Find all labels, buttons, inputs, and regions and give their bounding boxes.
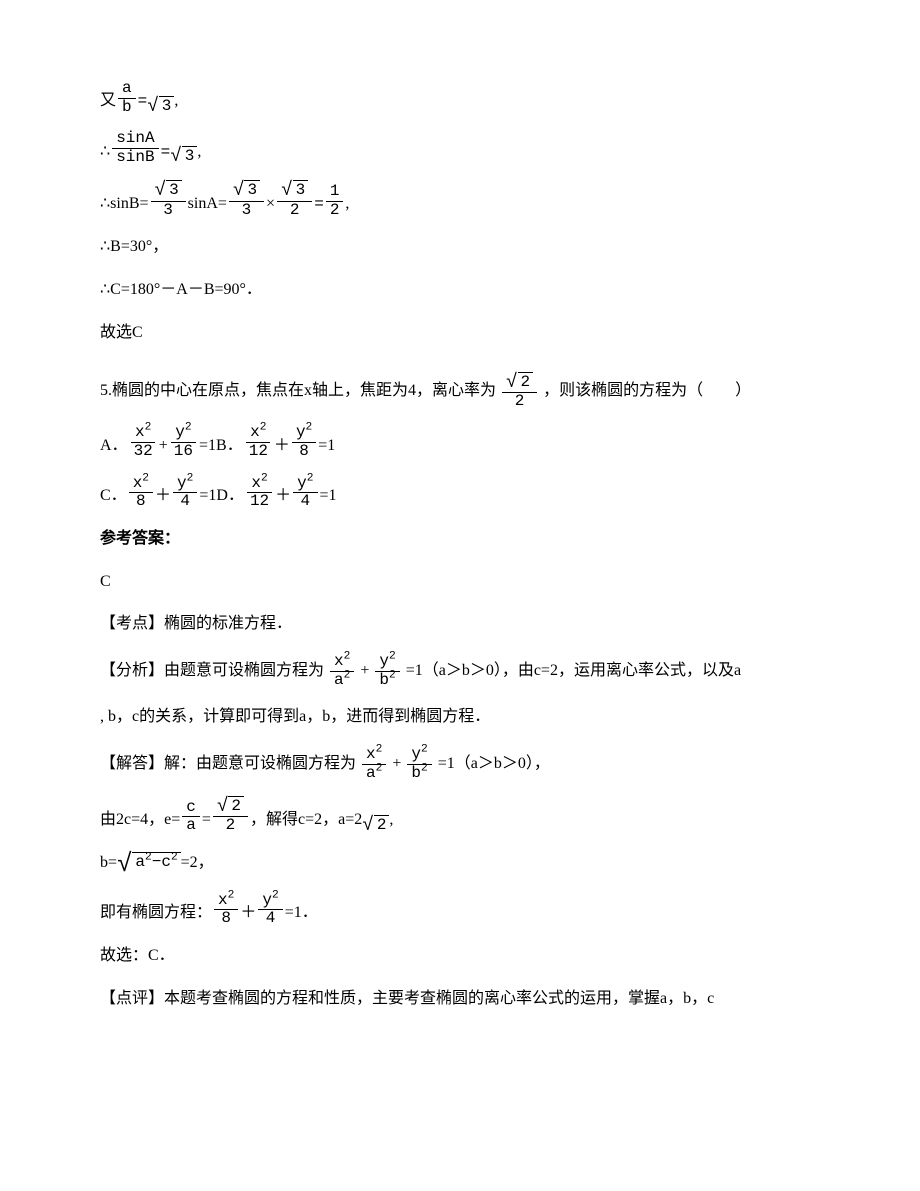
dianping: 【点评】本题考查椭圆的方程和性质，主要考查椭圆的离心率公式的运用，掌握a，b，c: [100, 985, 820, 1014]
text: sinA=: [188, 190, 227, 219]
fenxi-line2: , b，c的关系，计算即可得到a，b，进而得到椭圆方程．: [100, 703, 820, 732]
comma: ,: [197, 138, 201, 167]
line-intro-4: ∴B=30°，: [100, 233, 820, 262]
sqrt-3: √ 3: [170, 146, 197, 166]
stem-text: 5.椭圆的中心在原点，焦点在x轴上，焦距为4，离心率为: [100, 382, 496, 399]
jieda-line1: 【解答】解：由题意可设椭圆方程为 x2a2 + y2b2 =1（a＞b＞0），: [100, 746, 820, 782]
term: x232: [130, 424, 157, 460]
term: y2b2: [407, 746, 431, 782]
equals: =: [161, 138, 171, 167]
text: ∴sinB=: [100, 190, 149, 219]
equals: =: [138, 87, 148, 116]
fenxi-line1: 【分析】由题意可设椭圆方程为 x2a2 + y2b2 =1（a＞b＞0），由c=…: [100, 653, 820, 689]
term: y2b2: [375, 653, 399, 689]
answer-value: C: [100, 568, 820, 597]
times: ×: [266, 190, 275, 219]
option-a-label: A．: [100, 432, 128, 461]
therefore: ∴: [100, 138, 110, 167]
frac-c-a: ca: [182, 799, 200, 835]
term: x28: [129, 475, 153, 511]
sqrt-3: √ 3: [147, 96, 174, 116]
stem-text-post: ，则该椭圆的方程为（ ）: [543, 382, 751, 399]
frac-sqrt2-2: √2 2: [213, 796, 248, 835]
line-intro-5: ∴C=180°－A－B=90°．: [100, 276, 820, 305]
fraction: √3 2: [277, 180, 312, 219]
fraction-half: 1 2: [326, 183, 344, 219]
options-row-cd: C． x28 ＋ y24 =1 D． x212 ＋ y24 =1: [100, 475, 820, 511]
equals: =: [314, 190, 324, 219]
fraction-a-b: a b: [118, 80, 136, 116]
guxuan: 故选：C．: [100, 942, 820, 971]
options-row-ab: A． x232 + y216 =1 B． x212 ＋ y28 =1: [100, 424, 820, 460]
line-intro-3: ∴sinB= √3 3 sinA= √3 3 × √3 2 = 1 2 ,: [100, 180, 820, 219]
term: y28: [292, 424, 316, 460]
term: x212: [245, 424, 272, 460]
option-b-label: B．: [216, 432, 243, 461]
fraction: √3 3: [229, 180, 264, 219]
line-intro-6: 故选C: [100, 319, 820, 348]
fraction: √3 3: [151, 180, 186, 219]
jieda-step4: 即有椭圆方程： x28 ＋ y24 =1．: [100, 892, 820, 928]
term: y216: [170, 424, 197, 460]
jieda-step2: 由2c=4，e= ca = √2 2 ，解得c=2，a=2 √2 ,: [100, 796, 820, 835]
term: x2a2: [362, 746, 386, 782]
text: 又: [100, 87, 116, 116]
fraction-sinA-sinB: sinA sinB: [112, 130, 158, 166]
option-c-label: C．: [100, 482, 127, 511]
term: x2a2: [330, 653, 354, 689]
answer-label: 参考答案：: [100, 525, 820, 554]
kaodian: 【考点】椭圆的标准方程．: [100, 610, 820, 639]
q5-stem: 5.椭圆的中心在原点，焦点在x轴上，焦距为4，离心率为 √2 2 ，则该椭圆的方…: [100, 372, 820, 411]
term: x28: [214, 892, 238, 928]
term: y24: [258, 892, 282, 928]
comma: ,: [174, 87, 178, 116]
term: y24: [293, 475, 317, 511]
term: y24: [173, 475, 197, 511]
comma: ,: [345, 190, 349, 219]
line-intro-1: 又 a b = √ 3 ,: [100, 80, 820, 116]
line-intro-2: ∴ sinA sinB = √ 3 ,: [100, 130, 820, 166]
eccentricity-frac: √2 2: [502, 372, 537, 411]
jieda-step3: b= √ a2−c2 =2，: [100, 849, 820, 878]
term: x212: [246, 475, 273, 511]
sqrt-a2-c2: √ a2−c2: [117, 852, 181, 878]
sqrt-2: √2: [362, 815, 389, 835]
option-d-label: D．: [216, 482, 244, 511]
